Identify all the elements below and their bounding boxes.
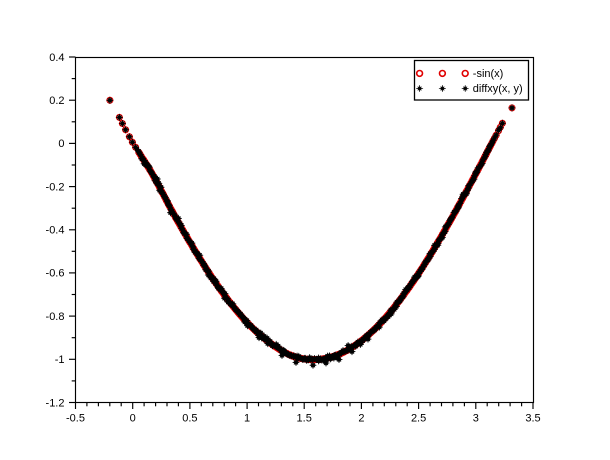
svg-text:-0.2: -0.2 bbox=[46, 181, 65, 193]
svg-text:diffxy(x, y): diffxy(x, y) bbox=[473, 83, 523, 95]
svg-text:0.5: 0.5 bbox=[182, 413, 197, 425]
svg-text:1: 1 bbox=[244, 413, 250, 425]
svg-text:0: 0 bbox=[130, 413, 136, 425]
svg-text:-0.4: -0.4 bbox=[46, 225, 65, 237]
svg-text:-sin(x): -sin(x) bbox=[473, 68, 504, 80]
svg-text:2: 2 bbox=[358, 413, 364, 425]
svg-text:-0.5: -0.5 bbox=[66, 413, 85, 425]
svg-text:-1.2: -1.2 bbox=[46, 397, 65, 409]
svg-text:3.5: 3.5 bbox=[525, 413, 540, 425]
svg-text:1.5: 1.5 bbox=[297, 413, 312, 425]
svg-text:2.5: 2.5 bbox=[411, 413, 426, 425]
svg-text:0: 0 bbox=[58, 138, 64, 150]
svg-text:-0.8: -0.8 bbox=[46, 311, 65, 323]
svg-text:0.4: 0.4 bbox=[49, 52, 64, 64]
svg-text:0.2: 0.2 bbox=[49, 95, 64, 107]
svg-text:3: 3 bbox=[473, 413, 479, 425]
svg-text:-0.6: -0.6 bbox=[46, 268, 65, 280]
svg-text:-1: -1 bbox=[55, 354, 65, 366]
